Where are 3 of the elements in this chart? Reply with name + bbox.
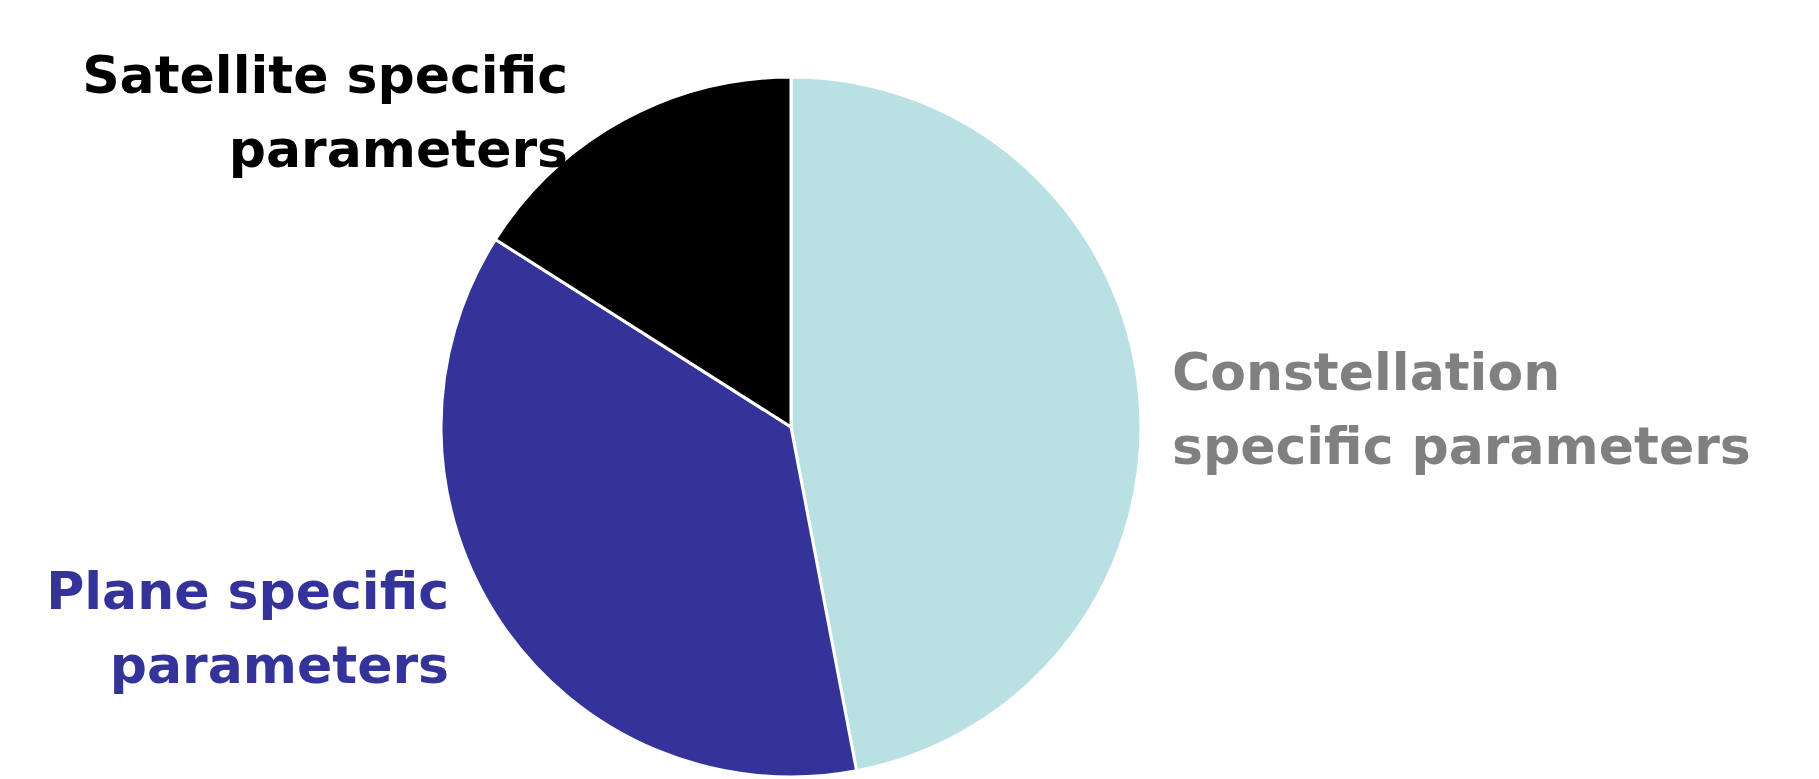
slice-label: Constellation specific parameters [1172, 342, 1751, 476]
slice-label: Satellite specific parameters [82, 45, 568, 179]
slice-label: Plane specific parameters [46, 561, 449, 695]
